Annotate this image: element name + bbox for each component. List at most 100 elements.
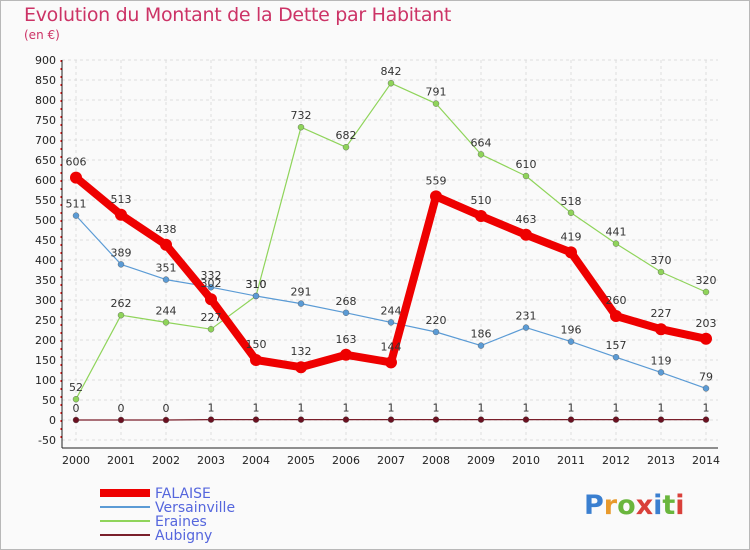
data-label-falaise: 163 (336, 333, 357, 346)
data-label-versainville: 291 (291, 286, 312, 299)
data-point-versainville (207, 284, 215, 291)
data-label-falaise: 150 (246, 338, 267, 351)
data-point-versainville (252, 292, 260, 300)
data-label-aubigny: 1 (523, 402, 530, 415)
data-point-falaise (520, 228, 532, 241)
logo-letter: P (584, 490, 604, 521)
y-tick-label: 150 (35, 354, 56, 367)
data-point-eraines (207, 326, 215, 333)
data-label-versainville: 310 (246, 278, 267, 291)
data-label-eraines: 682 (336, 129, 357, 142)
data-point-falaise (250, 354, 262, 366)
data-label-eraines: 52 (69, 381, 83, 394)
x-tick-label: 2006 (332, 454, 360, 467)
data-label-eraines: 441 (606, 226, 627, 239)
data-label-aubigny: 1 (478, 402, 485, 415)
logo-letter: i (653, 490, 663, 521)
data-point-versainville (432, 328, 440, 336)
data-label-versainville: 268 (336, 295, 357, 308)
chart-title: Evolution du Montant de la Dette par Hab… (24, 4, 452, 26)
data-label-eraines: 244 (156, 304, 177, 317)
data-label-falaise: 463 (516, 213, 537, 226)
data-label-aubigny: 0 (118, 402, 125, 415)
data-point-versainville (657, 369, 665, 376)
data-point-falaise (610, 310, 622, 322)
y-tick-label: 450 (35, 234, 56, 247)
y-tick-label: 800 (35, 94, 56, 107)
data-point-aubigny (72, 416, 80, 424)
data-point-aubigny (162, 416, 170, 424)
data-label-versainville: 511 (66, 198, 87, 211)
data-point-falaise (475, 210, 487, 222)
data-label-versainville: 220 (426, 314, 447, 327)
data-point-versainville (702, 385, 710, 392)
logo-letter: i (675, 490, 685, 521)
data-point-versainville (612, 354, 620, 361)
data-point-falaise (385, 356, 397, 369)
data-label-falaise: 513 (111, 193, 132, 206)
data-point-versainville (477, 342, 485, 349)
proxiti-logo: Proxiti (584, 490, 685, 521)
data-point-versainville (117, 261, 125, 268)
x-tick-label: 2003 (197, 454, 225, 467)
data-point-falaise (655, 323, 667, 336)
data-point-aubigny (387, 416, 395, 423)
data-point-eraines (522, 172, 530, 180)
logo-letter: x (635, 490, 654, 521)
data-point-aubigny (612, 416, 620, 423)
chart-unit: (en €) (24, 28, 60, 42)
y-tick-label: 650 (35, 154, 56, 167)
data-point-versainville (567, 338, 575, 345)
data-point-aubigny (702, 416, 710, 423)
data-point-aubigny (477, 416, 485, 423)
data-point-eraines (657, 268, 665, 276)
data-point-aubigny (657, 416, 665, 423)
data-label-versainville: 186 (471, 328, 492, 341)
data-label-aubigny: 1 (433, 402, 440, 415)
y-tick-label: 200 (35, 334, 56, 347)
data-label-falaise: 132 (291, 345, 312, 358)
data-label-versainville: 119 (651, 354, 672, 367)
data-point-eraines (117, 312, 125, 319)
data-point-falaise (430, 190, 442, 203)
x-tick-label: 2013 (647, 454, 675, 467)
data-label-eraines: 610 (516, 158, 537, 171)
data-label-aubigny: 1 (703, 402, 710, 415)
data-point-falaise (295, 361, 307, 374)
data-label-versainville: 231 (516, 310, 537, 323)
y-tick-label: 400 (35, 254, 56, 267)
y-tick-label: 250 (35, 314, 56, 327)
data-label-falaise: 559 (426, 174, 447, 187)
data-point-falaise (115, 208, 127, 221)
data-label-falaise: 438 (156, 223, 177, 236)
data-point-versainville (72, 212, 80, 219)
logo-letter: r (603, 490, 618, 521)
data-label-eraines: 370 (651, 254, 672, 267)
x-tick-label: 2014 (692, 454, 720, 467)
y-tick-label: 0 (49, 414, 56, 427)
y-tick-label: 750 (35, 114, 56, 127)
y-tick-label: 500 (35, 214, 56, 227)
x-tick-label: 2008 (422, 454, 450, 467)
data-point-versainville (342, 309, 350, 316)
axes: -500501001502002503003504004505005506006… (35, 54, 720, 467)
data-point-eraines (612, 240, 620, 247)
data-point-versainville (162, 276, 170, 283)
data-point-aubigny (342, 416, 350, 423)
series-lines (70, 79, 712, 424)
data-point-aubigny (567, 416, 575, 423)
data-point-falaise (70, 171, 82, 184)
data-label-aubigny: 1 (568, 402, 575, 415)
data-label-eraines: 310 (246, 278, 267, 291)
y-tick-label: 550 (35, 194, 56, 207)
logo-letter: o (617, 490, 636, 521)
data-label-versainville: 332 (201, 269, 222, 282)
data-label-versainville: 157 (606, 339, 627, 352)
grid (62, 59, 718, 441)
data-label-falaise: 227 (651, 307, 672, 320)
x-tick-label: 2004 (242, 454, 270, 467)
data-point-eraines (342, 143, 350, 151)
data-label-eraines: 791 (426, 86, 447, 99)
logo-letter: t (662, 490, 676, 521)
